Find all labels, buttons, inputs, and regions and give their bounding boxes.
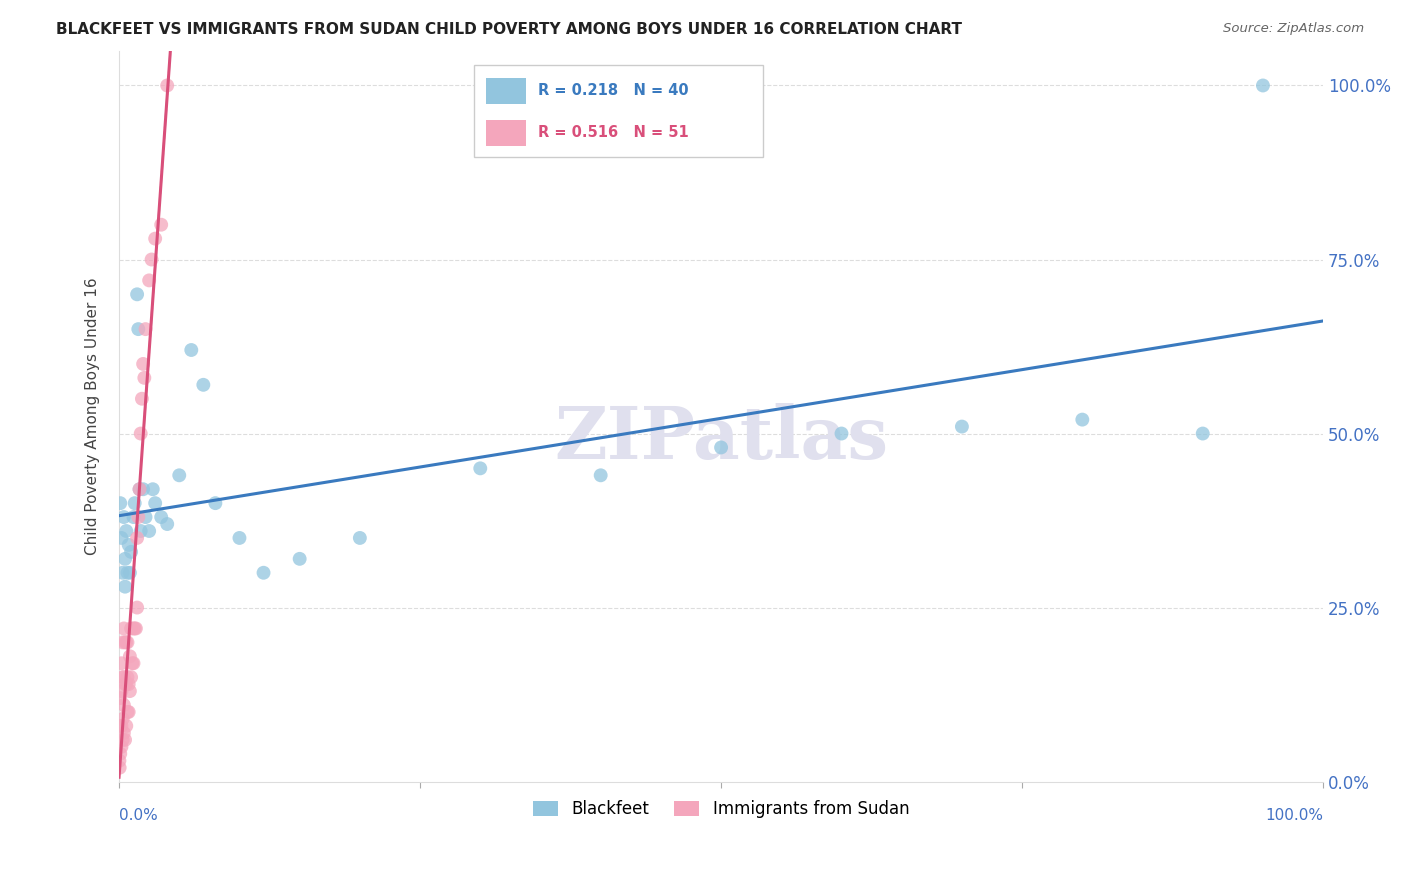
Point xyxy=(117,566,139,580)
Point xyxy=(127,600,149,615)
Y-axis label: Child Poverty Among Boys Under 16: Child Poverty Among Boys Under 16 xyxy=(86,277,100,555)
Point xyxy=(710,441,733,455)
Point xyxy=(118,566,141,580)
Point xyxy=(1071,412,1094,426)
Point xyxy=(115,635,138,649)
Text: BLACKFEET VS IMMIGRANTS FROM SUDAN CHILD POVERTY AMONG BOYS UNDER 16 CORRELATION: BLACKFEET VS IMMIGRANTS FROM SUDAN CHILD… xyxy=(56,22,962,37)
Point xyxy=(138,524,160,538)
Point xyxy=(110,657,132,671)
Point xyxy=(114,635,136,649)
Point xyxy=(589,468,612,483)
Point xyxy=(193,377,215,392)
Point xyxy=(110,684,132,698)
Point xyxy=(128,482,150,496)
Point xyxy=(110,719,132,733)
Point xyxy=(127,322,149,336)
Point xyxy=(143,232,166,246)
Point xyxy=(120,622,142,636)
Point xyxy=(1251,78,1274,93)
Point xyxy=(110,531,132,545)
Point xyxy=(118,649,141,664)
Point xyxy=(470,461,492,475)
Point xyxy=(112,670,135,684)
Point xyxy=(111,566,134,580)
Text: ZIPatlas: ZIPatlas xyxy=(554,402,889,474)
Point xyxy=(150,218,173,232)
Point xyxy=(132,482,155,496)
Point xyxy=(115,719,138,733)
Point xyxy=(114,732,136,747)
Point xyxy=(112,726,135,740)
Point xyxy=(111,635,134,649)
Point xyxy=(180,343,202,357)
Point xyxy=(118,677,141,691)
Point xyxy=(117,705,139,719)
Point xyxy=(120,670,142,684)
Point xyxy=(110,691,132,706)
Point xyxy=(125,622,148,636)
Point xyxy=(111,732,134,747)
Point xyxy=(135,322,157,336)
Point xyxy=(134,371,156,385)
Text: 100.0%: 100.0% xyxy=(1265,808,1323,823)
Point xyxy=(112,510,135,524)
Point xyxy=(117,670,139,684)
Point xyxy=(124,496,146,510)
Point xyxy=(1191,426,1213,441)
Point xyxy=(112,698,135,712)
Point xyxy=(108,761,131,775)
Point xyxy=(204,496,226,510)
Point xyxy=(110,719,132,733)
Point xyxy=(252,566,274,580)
Point xyxy=(129,426,152,441)
Point xyxy=(110,496,132,510)
Point xyxy=(124,622,146,636)
Point xyxy=(114,580,136,594)
Text: 0.0%: 0.0% xyxy=(120,808,157,823)
Point xyxy=(349,531,371,545)
Legend: Blackfeet, Immigrants from Sudan: Blackfeet, Immigrants from Sudan xyxy=(526,793,915,824)
Point xyxy=(120,545,142,559)
Point xyxy=(122,657,145,671)
Point xyxy=(128,482,150,496)
Point xyxy=(121,657,143,671)
Point xyxy=(110,747,132,761)
Point xyxy=(288,551,311,566)
Point xyxy=(831,426,853,441)
Point xyxy=(156,78,179,93)
Point xyxy=(129,524,152,538)
Point xyxy=(127,531,149,545)
Point xyxy=(108,754,131,768)
Point xyxy=(132,357,155,371)
Point xyxy=(127,510,149,524)
Point xyxy=(110,739,132,754)
Point xyxy=(122,510,145,524)
Point xyxy=(118,705,141,719)
Point xyxy=(228,531,250,545)
Point xyxy=(111,712,134,726)
Point xyxy=(167,468,190,483)
Point xyxy=(111,670,134,684)
Point xyxy=(115,677,138,691)
Point xyxy=(156,516,179,531)
Point xyxy=(150,510,173,524)
Point xyxy=(114,677,136,691)
Point xyxy=(122,622,145,636)
Point xyxy=(142,482,165,496)
Text: Source: ZipAtlas.com: Source: ZipAtlas.com xyxy=(1223,22,1364,36)
Point xyxy=(135,510,157,524)
Point xyxy=(118,538,141,552)
Point xyxy=(143,496,166,510)
Point xyxy=(115,524,138,538)
Point xyxy=(112,622,135,636)
Point xyxy=(138,273,160,287)
Point xyxy=(127,287,149,301)
Point xyxy=(131,392,153,406)
Point xyxy=(950,419,973,434)
Point xyxy=(117,635,139,649)
Point xyxy=(114,551,136,566)
Point xyxy=(141,252,163,267)
Point xyxy=(118,684,141,698)
